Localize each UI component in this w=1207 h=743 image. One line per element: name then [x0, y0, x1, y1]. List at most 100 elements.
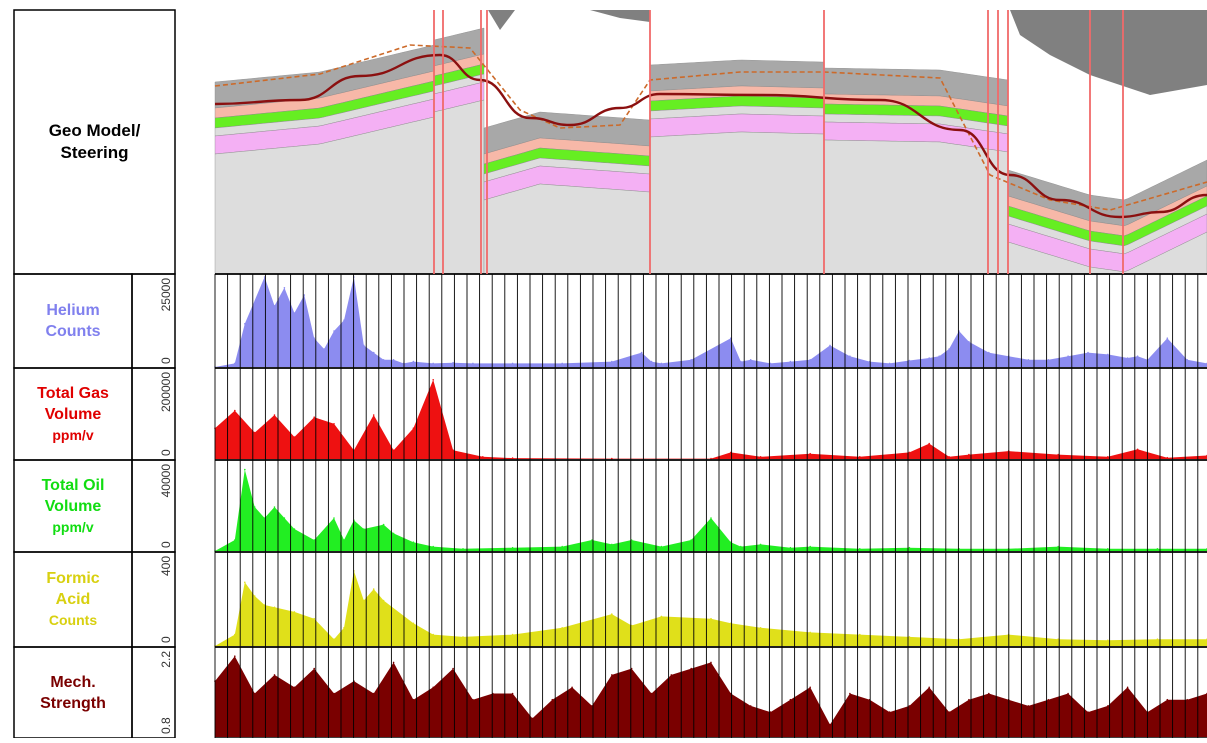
data-point [611, 613, 613, 615]
scale-min-label: 0 [159, 636, 173, 643]
data-point [511, 362, 514, 365]
data-point [611, 674, 613, 676]
data-point [234, 655, 236, 657]
data-point [432, 362, 435, 365]
data-point [472, 698, 474, 701]
data-point [333, 423, 335, 425]
data-point [1166, 337, 1169, 340]
data-point [561, 627, 563, 629]
data-point [253, 692, 256, 695]
data-point [363, 344, 365, 347]
data-point [333, 330, 335, 332]
geo-label-line: Geo Model/ [48, 121, 141, 140]
data-point [948, 711, 950, 713]
wellbore-trajectory [214, 53, 1207, 219]
data-point [710, 457, 712, 460]
data-point [412, 622, 415, 625]
data-point [740, 360, 742, 363]
track-label-line: ppm/v [52, 518, 94, 535]
data-point [244, 323, 246, 325]
geo-upper-mass [590, 10, 650, 22]
data-point [1027, 359, 1030, 361]
scale-min-label: 0 [159, 541, 173, 548]
data-point [829, 344, 831, 347]
data-point [253, 431, 256, 434]
data-point [759, 543, 762, 546]
data-point [1067, 355, 1069, 358]
track-label-oil: Total Oil Volume ppm/v [14, 460, 132, 552]
data-point [343, 319, 345, 322]
data-point [363, 599, 365, 602]
data-point [908, 451, 911, 454]
track-area-gas [215, 379, 1207, 459]
data-point [234, 633, 236, 636]
data-point [392, 661, 395, 664]
scale-max-label: 2.2 [159, 651, 173, 668]
data-point [710, 661, 712, 664]
track-area-mech [215, 656, 1207, 737]
data-point [660, 545, 663, 548]
data-point [571, 686, 573, 689]
track-area-helium [215, 277, 1207, 367]
data-point [859, 633, 861, 636]
data-point [1186, 359, 1188, 361]
data-point [511, 633, 514, 636]
geo-upper-mass [488, 10, 515, 30]
scale-min-label: 0 [159, 357, 173, 364]
data-point [968, 453, 970, 456]
data-point [928, 442, 930, 445]
track-label-line: Volume [44, 497, 102, 515]
data-point [293, 528, 296, 530]
geo-layer-base [483, 183, 651, 275]
data-point [313, 667, 316, 670]
data-point [769, 711, 772, 713]
data-point [244, 468, 246, 471]
data-point [670, 674, 673, 676]
track-label-mech: Mech. Strength [14, 647, 132, 738]
data-point [1107, 548, 1109, 550]
data-point [988, 351, 990, 354]
data-point [968, 341, 970, 343]
data-point [363, 528, 365, 530]
data-point [1027, 705, 1030, 707]
data-point [1126, 686, 1129, 689]
data-point [273, 506, 276, 508]
data-point [511, 546, 514, 549]
data-point [789, 546, 792, 549]
data-point [928, 686, 930, 689]
data-point [234, 362, 236, 365]
data-point [759, 627, 762, 629]
track-area-formic [215, 570, 1207, 646]
data-point [640, 351, 643, 354]
data-point [333, 692, 335, 695]
data-point [452, 667, 454, 670]
data-point [432, 686, 435, 689]
scale-min-label: 0.8 [159, 717, 173, 734]
data-point [789, 360, 792, 363]
data-point [1166, 456, 1169, 459]
data-point [273, 414, 276, 416]
data-point [293, 312, 296, 314]
data-point [234, 539, 236, 541]
geo-model-label: Geo Model/ Steering [14, 10, 175, 274]
data-point [323, 348, 325, 350]
geo-layer-base [823, 139, 1009, 275]
data-point [690, 667, 692, 670]
data-point [650, 360, 653, 363]
data-point [511, 457, 514, 459]
scale-max-label: 200000 [159, 372, 173, 412]
data-point [452, 361, 454, 364]
data-point [1057, 453, 1059, 456]
track-label-line: Helium [46, 302, 100, 319]
data-point [1107, 456, 1109, 458]
track-label-formic: Formic Acid Counts [14, 552, 132, 647]
data-point [313, 337, 316, 340]
data-point [333, 517, 335, 519]
data-point [908, 705, 911, 707]
data-point [432, 633, 435, 636]
data-point [1087, 711, 1089, 713]
data-point [611, 543, 613, 546]
data-point [452, 449, 454, 452]
data-point [650, 692, 653, 695]
data-point [1166, 698, 1169, 701]
